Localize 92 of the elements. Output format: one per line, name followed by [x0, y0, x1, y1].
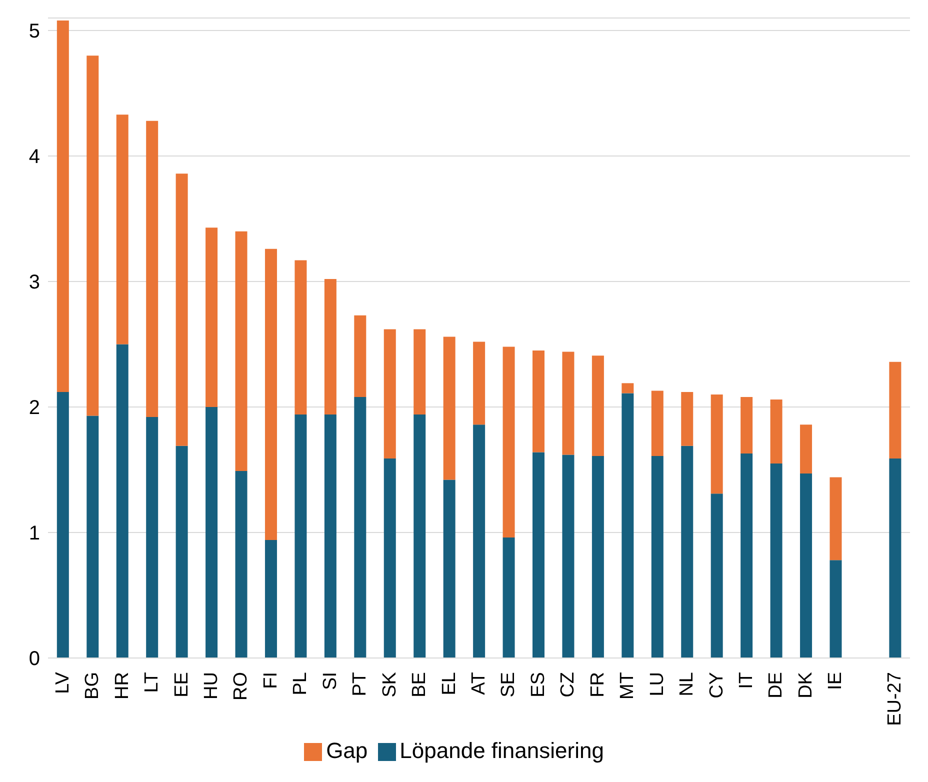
bar [473, 342, 486, 425]
x-tick-label: ES [528, 672, 549, 698]
bar [830, 560, 842, 658]
bar [681, 392, 694, 446]
bar [651, 456, 664, 658]
x-tick-label: DE [766, 672, 787, 698]
bar [800, 474, 812, 658]
y-tick-label: 3 [28, 272, 40, 294]
bar [206, 228, 218, 408]
bar [176, 174, 188, 446]
x-tick-label: EL [438, 672, 460, 696]
bar [264, 540, 277, 658]
x-tick-label: IE [825, 672, 846, 690]
bar [502, 538, 515, 658]
bar [740, 396, 753, 454]
bar [56, 20, 69, 392]
bar [532, 350, 545, 452]
x-tick-label: FR [587, 672, 608, 698]
x-tick-label: SK [379, 672, 400, 698]
x-tick-label: HR [112, 672, 133, 700]
bar [622, 393, 634, 658]
x-tick-label: EE [171, 672, 192, 698]
bar [294, 414, 307, 658]
bar [56, 392, 69, 658]
bar [592, 456, 604, 658]
bar [710, 494, 723, 658]
x-tick-label: DK [795, 672, 816, 698]
x-tick-label: AT [468, 672, 490, 695]
bar [532, 452, 545, 658]
bar [502, 346, 515, 538]
bar [116, 344, 128, 658]
x-tick-label: LV [52, 672, 74, 694]
y-tick-label: 5 [28, 20, 40, 43]
bar [86, 56, 99, 416]
bar [354, 396, 366, 658]
x-tick-label: RO [230, 672, 252, 700]
bar [324, 414, 336, 658]
x-tick-label: BG [82, 672, 104, 700]
x-tick-label: MT [617, 672, 638, 700]
bar [324, 279, 336, 415]
bar [889, 362, 902, 458]
x-tick-label: PT [350, 672, 371, 696]
bar [592, 356, 604, 456]
bar [800, 424, 812, 474]
x-tick-label: NL [676, 672, 698, 696]
bar [206, 407, 218, 658]
bar [562, 352, 574, 455]
x-tick-label: LT [142, 672, 163, 693]
bar [146, 417, 158, 658]
bar [414, 414, 426, 658]
x-tick-label: CY [706, 672, 728, 698]
x-tick-label: SI [320, 672, 341, 690]
x-tick-label: FI [260, 672, 282, 689]
bar [770, 399, 782, 464]
bar [176, 446, 188, 658]
bar [116, 114, 128, 344]
legend-label: Gap [326, 738, 368, 763]
bar [354, 315, 366, 397]
x-tick-label: IT [736, 672, 758, 689]
bar [740, 453, 753, 658]
bar [294, 260, 307, 415]
bar [622, 383, 634, 394]
bar [562, 454, 574, 658]
bar [414, 329, 426, 415]
bar [264, 248, 277, 540]
x-tick-label: BE [409, 672, 430, 698]
x-tick-label: CZ [558, 672, 579, 698]
bar [384, 458, 396, 658]
bar [651, 390, 664, 456]
bar [681, 446, 694, 658]
x-tick-label: HU [200, 672, 222, 700]
x-tick-label: SE [498, 672, 520, 698]
bar [770, 463, 782, 658]
bar [710, 394, 723, 494]
bar [235, 231, 248, 472]
bar [86, 416, 99, 658]
x-tick-label: LU [646, 672, 668, 696]
y-tick-label: 2 [28, 397, 40, 420]
bar [830, 477, 842, 560]
bar [473, 424, 486, 658]
bar [443, 336, 456, 480]
y-tick-label: 4 [28, 146, 40, 168]
y-tick-label: 0 [28, 648, 40, 670]
y-tick-label: 1 [28, 522, 40, 545]
x-tick-label: EU-27 [884, 672, 906, 726]
x-tick-label: PL [290, 672, 312, 696]
bar [235, 471, 248, 658]
bar [889, 458, 902, 658]
bar [146, 120, 158, 418]
legend-label: Löpande finansiering [400, 738, 604, 763]
bar [443, 480, 456, 658]
bar [384, 329, 396, 458]
